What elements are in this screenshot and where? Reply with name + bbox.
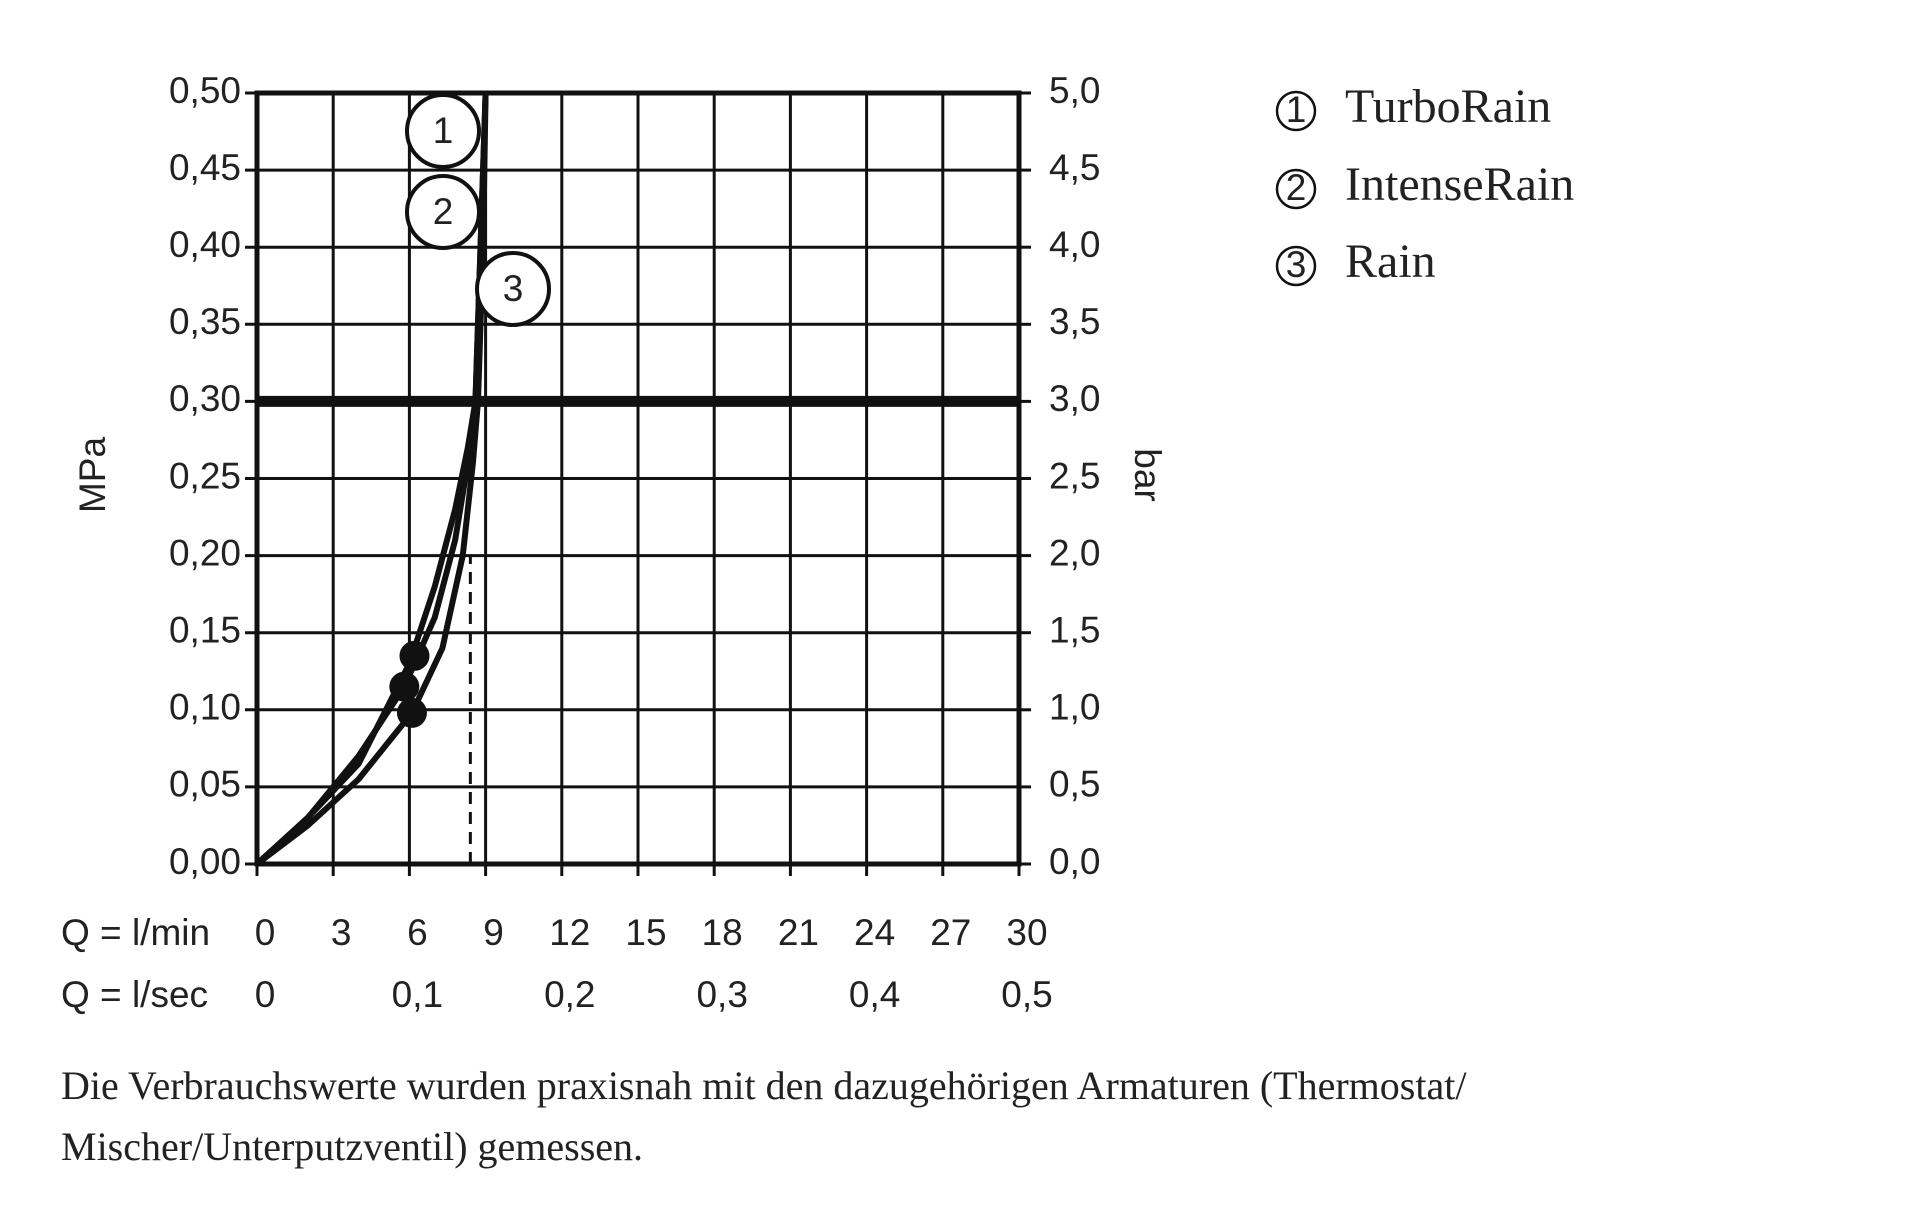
operating-point [389, 671, 420, 702]
y2-tick-label: 3,5 [1049, 301, 1100, 342]
y-tick-label: 0,40 [169, 224, 241, 265]
y-axis-label: MPa [72, 437, 113, 514]
x2-tick-label: 0 [255, 974, 276, 1015]
callout-circle [405, 93, 481, 169]
x2-tick-label: 0,1 [392, 974, 443, 1015]
legend-circle [1275, 245, 1317, 287]
legend-circle [1275, 90, 1317, 132]
y-tick-label: 0,10 [169, 687, 241, 728]
x2-tick-label: 0,5 [1001, 974, 1052, 1015]
y2-tick-label: 1,0 [1049, 687, 1100, 728]
x-tick-label: 24 [854, 912, 895, 953]
y-tick-label: 0,35 [169, 301, 241, 342]
curve [255, 92, 489, 867]
x-tick-label: 30 [1006, 912, 1047, 953]
x2-axis-label: Q = l/sec [61, 974, 208, 1015]
x-tick-label: 9 [483, 912, 504, 953]
y2-tick-label: 4,0 [1049, 224, 1100, 265]
y2-tick-label: 4,5 [1049, 147, 1100, 188]
x-tick-label: 18 [702, 912, 743, 953]
x-tick-label: 3 [331, 912, 352, 953]
legend-label: IntenseRain [1345, 158, 1574, 211]
operating-point [396, 697, 427, 728]
y2-tick-label: 2,0 [1049, 532, 1100, 573]
y-tick-label: 0,05 [169, 764, 241, 805]
legend-circle [1275, 168, 1317, 210]
callout-circle [405, 174, 481, 250]
y2-tick-label: 0,0 [1049, 841, 1100, 882]
callout-label: 2 [433, 191, 454, 232]
x2-tick-label: 0,4 [849, 974, 900, 1015]
y2-tick-label: 5,0 [1049, 70, 1100, 111]
x-tick-label: 21 [778, 912, 819, 953]
legend-number: 2 [1286, 167, 1307, 208]
x2-tick-label: 0,3 [696, 974, 747, 1015]
y-tick-label: 0,25 [169, 455, 241, 496]
x-axis-label: Q = l/min [61, 912, 210, 953]
legend-number: 3 [1286, 244, 1307, 285]
x-tick-label: 15 [625, 912, 666, 953]
y2-tick-label: 2,5 [1049, 455, 1100, 496]
y-tick-label: 0,20 [169, 532, 241, 573]
callout-circle [475, 251, 551, 327]
x-tick-label: 27 [930, 912, 971, 953]
y-tick-label: 0,15 [169, 609, 241, 650]
legend-label: TurboRain [1345, 80, 1551, 133]
x-tick-label: 12 [549, 912, 590, 953]
note-line: Mischer/Unterputzventil) gemessen. [61, 1124, 643, 1169]
y2-axis-label: bar [1127, 448, 1168, 501]
x2-tick-label: 0,2 [544, 974, 595, 1015]
note-line: Die Verbrauchswerte wurden praxisnah mit… [61, 1063, 1467, 1108]
callout-label: 1 [433, 110, 454, 151]
callout-label: 3 [503, 268, 524, 309]
y2-tick-label: 0,5 [1049, 764, 1100, 805]
y-tick-label: 0,50 [169, 70, 241, 111]
y2-tick-label: 3,0 [1049, 378, 1100, 419]
plot-frame [254, 90, 1022, 867]
legend-number: 1 [1286, 89, 1307, 130]
y-tick-label: 0,30 [169, 378, 241, 419]
x-tick-label: 6 [407, 912, 428, 953]
y-tick-label: 0,45 [169, 147, 241, 188]
x-tick-label: 0 [255, 912, 276, 953]
y-tick-label: 0,00 [169, 841, 241, 882]
legend-label: Rain [1345, 235, 1436, 288]
y2-tick-label: 1,5 [1049, 609, 1100, 650]
